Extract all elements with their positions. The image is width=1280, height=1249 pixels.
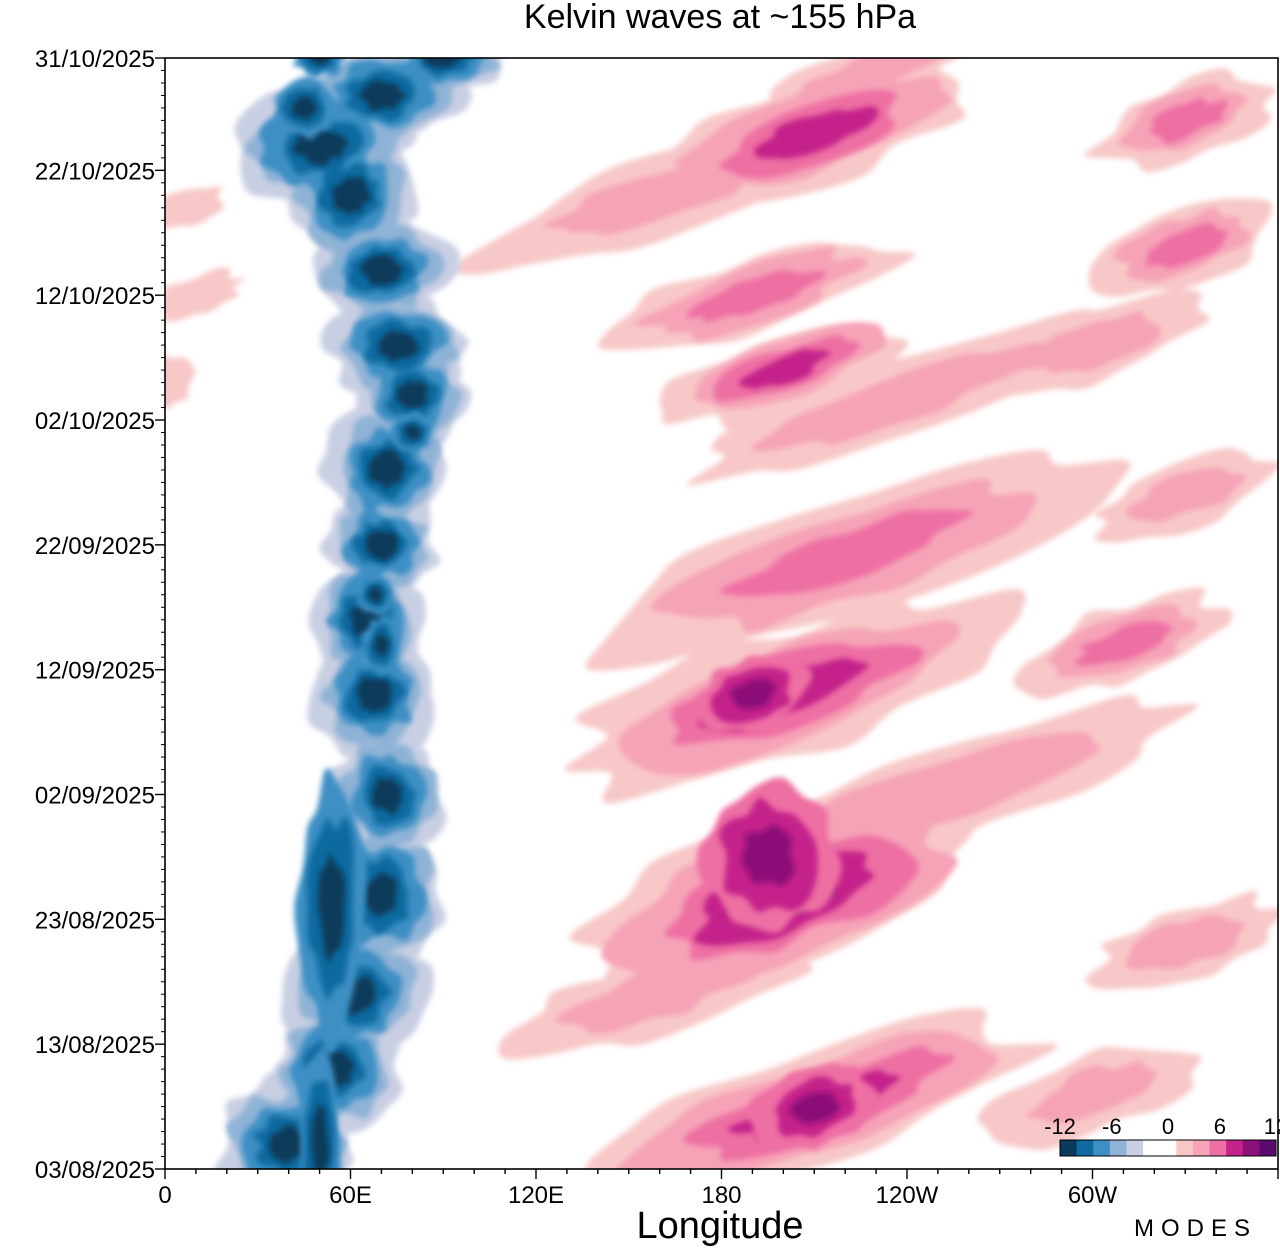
y-tick-label: 31/10/2025 — [35, 46, 155, 73]
chart-title: Kelvin waves at ~155 hPa — [524, 0, 916, 36]
x-tick-label: 0 — [158, 1182, 171, 1209]
colorbar-swatch — [1176, 1140, 1194, 1156]
positive-feature-2-2 — [730, 679, 776, 710]
colorbar-swatch — [1126, 1140, 1144, 1156]
plot-area — [165, 58, 1278, 1169]
x-axis-label: Longitude — [637, 1205, 804, 1247]
negative-level-4 — [268, 58, 462, 1165]
anomaly-field — [165, 58, 1278, 1169]
y-tick-label: 12/10/2025 — [35, 283, 155, 310]
colorbar-swatch — [1259, 1140, 1277, 1156]
colorbar-swatch — [1209, 1140, 1227, 1156]
x-tick-label: 60E — [329, 1182, 372, 1209]
colorbar-swatch — [1093, 1140, 1111, 1156]
colorbar: -12 -6 0 6 12 — [1044, 1114, 1280, 1157]
y-tick-label: 22/10/2025 — [35, 158, 155, 185]
colorbar-swatch — [1076, 1140, 1094, 1156]
x-axis: 0 60E 120E 180 120W 60W — [158, 1169, 1279, 1209]
y-tick-label: 13/08/2025 — [35, 1032, 155, 1059]
colorbar-frame — [1059, 1139, 1277, 1157]
colorbar-swatch — [1109, 1140, 1127, 1156]
y-tick-label: 03/08/2025 — [35, 1157, 155, 1184]
negative-feature-2-2 — [367, 586, 383, 603]
y-tick-label: 02/09/2025 — [35, 783, 155, 810]
y-tick-label: 23/08/2025 — [35, 907, 155, 934]
colorbar-label: -6 — [1102, 1114, 1122, 1139]
y-tick-label: 12/09/2025 — [35, 658, 155, 685]
x-tick-label: 60W — [1068, 1182, 1118, 1209]
negative-feature-6-2 — [310, 58, 331, 66]
negative-feature-0-2 — [311, 1103, 330, 1169]
negative-feature-5-2 — [290, 96, 319, 120]
colorbar-label: 6 — [1214, 1114, 1226, 1139]
colorbar-swatch — [1192, 1140, 1211, 1156]
colorbar-swatch — [1143, 1140, 1161, 1156]
positive-feature-1-2 — [789, 1092, 841, 1124]
colorbar-swatch — [1060, 1140, 1078, 1156]
colorbar-label: 0 — [1162, 1114, 1174, 1139]
colorbar-swatch — [1159, 1140, 1177, 1156]
colorbar-label: 12 — [1264, 1114, 1280, 1139]
negative-feature-1-2 — [317, 853, 346, 963]
modes-logo: MODES — [1134, 1215, 1257, 1242]
y-axis: 03/08/2025 13/08/2025 23/08/2025 02/09/2025… — [35, 46, 165, 1184]
negative-feature-3-2 — [373, 633, 390, 658]
colorbar-label: -12 — [1044, 1114, 1076, 1139]
positive-feature-0-2 — [741, 824, 795, 886]
x-tick-label: 120W — [876, 1182, 939, 1209]
x-tick-label: 120E — [508, 1182, 564, 1209]
y-tick-label: 02/10/2025 — [35, 408, 155, 435]
colorbar-swatch — [1226, 1140, 1244, 1156]
negative-feature-4-2 — [404, 424, 422, 441]
y-tick-label: 22/09/2025 — [35, 533, 155, 560]
colorbar-swatch — [1242, 1140, 1260, 1156]
x-tick-label: 180 — [701, 1182, 741, 1209]
